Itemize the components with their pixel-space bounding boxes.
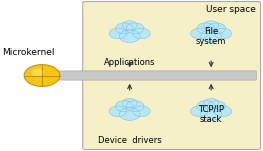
Circle shape [24, 65, 60, 86]
Circle shape [201, 30, 221, 43]
Circle shape [204, 99, 219, 108]
Circle shape [191, 106, 208, 117]
Circle shape [133, 28, 150, 39]
Circle shape [214, 106, 232, 117]
FancyBboxPatch shape [40, 71, 256, 80]
Circle shape [122, 99, 137, 108]
Circle shape [109, 28, 127, 39]
Text: Applications: Applications [104, 58, 155, 67]
Text: Device  drivers: Device drivers [98, 136, 161, 145]
Circle shape [214, 28, 232, 39]
Circle shape [31, 69, 44, 76]
Circle shape [119, 108, 140, 120]
Text: Microkernel: Microkernel [2, 48, 55, 57]
Circle shape [133, 106, 150, 117]
Circle shape [126, 101, 144, 112]
Text: File
system: File system [196, 27, 226, 46]
Circle shape [191, 28, 208, 39]
Text: User space: User space [206, 5, 256, 14]
Circle shape [115, 101, 133, 112]
Circle shape [197, 23, 215, 34]
Circle shape [122, 21, 137, 30]
Circle shape [115, 23, 133, 34]
Circle shape [109, 106, 127, 117]
Circle shape [201, 108, 221, 120]
Circle shape [126, 23, 144, 34]
Circle shape [208, 101, 225, 112]
Text: TCP/IP
stack: TCP/IP stack [198, 104, 224, 124]
FancyBboxPatch shape [83, 2, 261, 149]
Circle shape [119, 30, 140, 43]
Circle shape [197, 101, 215, 112]
Circle shape [204, 21, 219, 30]
Circle shape [208, 23, 225, 34]
